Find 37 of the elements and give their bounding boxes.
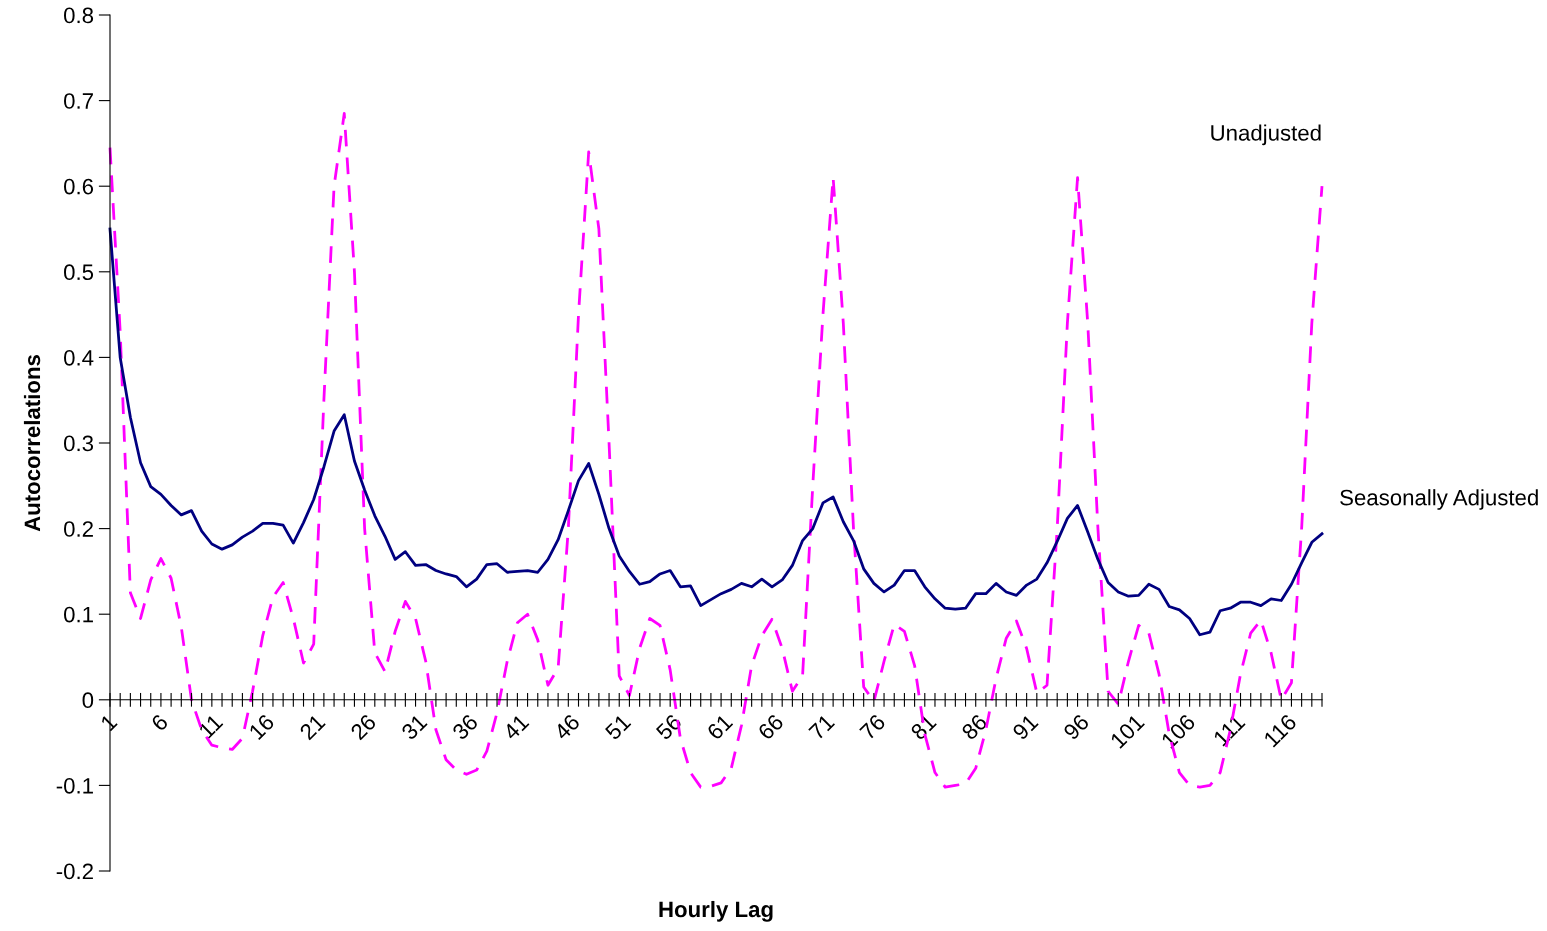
x-tick-label: 6 bbox=[150, 713, 169, 732]
x-tick-label: 31 bbox=[400, 713, 428, 741]
x-tick-label: 36 bbox=[451, 713, 479, 741]
x-tick-label: 41 bbox=[502, 713, 530, 741]
y-tick-label: 0.3 bbox=[64, 435, 94, 452]
y-tick-label: 0 bbox=[82, 692, 94, 709]
x-tick-label: 106 bbox=[1160, 713, 1197, 749]
x-tick-label: 21 bbox=[298, 713, 326, 741]
y-tick-label: 0.1 bbox=[64, 606, 93, 623]
y-axis-title: Autocorrelations bbox=[23, 355, 41, 532]
x-tick-label: 66 bbox=[757, 713, 785, 741]
x-tick-label: 101 bbox=[1109, 713, 1146, 749]
series-label: Seasonally Adjusted bbox=[1340, 489, 1538, 510]
x-tick-label: 61 bbox=[706, 713, 734, 741]
x-tick-label: 1 bbox=[100, 713, 118, 732]
y-tick-label: 0.4 bbox=[64, 349, 94, 366]
y-tick-label: 0.6 bbox=[64, 178, 94, 195]
y-tick-label: 0.8 bbox=[64, 7, 94, 24]
x-tick-label: 86 bbox=[960, 713, 988, 741]
y-tick-label: -0.1 bbox=[56, 777, 93, 794]
x-tick-label: 11 bbox=[198, 713, 224, 739]
x-axis-title: Hourly Lag bbox=[659, 900, 773, 922]
line-series bbox=[108, 227, 1324, 637]
x-tick-label: 116 bbox=[1263, 713, 1298, 748]
y-tick-label: 0.7 bbox=[64, 93, 93, 109]
x-tick-label: 71 bbox=[808, 713, 835, 741]
y-tick-label: -0.2 bbox=[56, 863, 93, 880]
y-tick-label: 0.2 bbox=[64, 521, 93, 537]
x-tick-label: 46 bbox=[553, 713, 581, 741]
x-tick-label: 76 bbox=[859, 713, 887, 741]
x-tick-label: 91 bbox=[1011, 713, 1039, 741]
x-tick-label: 26 bbox=[349, 713, 377, 741]
series-label: Unadjusted bbox=[1211, 124, 1321, 146]
x-tick-label: 96 bbox=[1062, 713, 1090, 741]
x-tick-label: 51 bbox=[604, 713, 632, 741]
y-tick-label: 0.5 bbox=[64, 264, 94, 281]
x-tick-label: 16 bbox=[248, 713, 276, 741]
